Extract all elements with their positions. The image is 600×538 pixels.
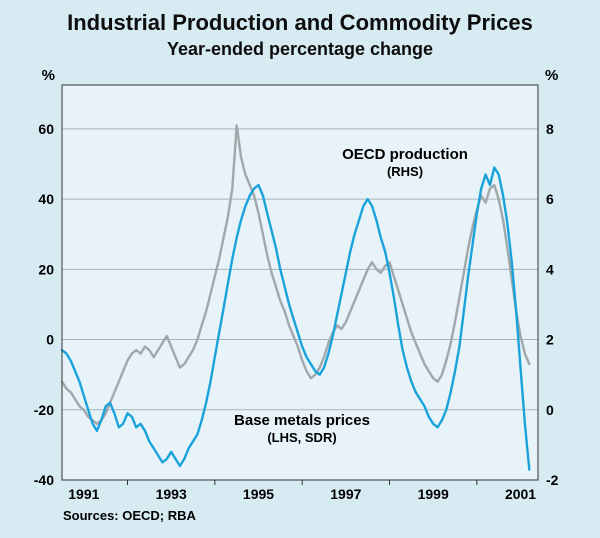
x-axis-ticks <box>127 480 478 485</box>
right-tick-label: 6 <box>546 191 554 207</box>
series-lines <box>60 124 531 471</box>
left-tick-label: -20 <box>34 402 54 418</box>
right-tick-label: 0 <box>546 402 554 418</box>
x-tick-label: 2001 <box>505 486 536 502</box>
plot-background <box>62 85 538 480</box>
x-tick-label: 1995 <box>243 486 274 502</box>
source-note: Sources: OECD; RBA <box>63 508 197 523</box>
left-tick-label: 60 <box>38 121 54 137</box>
left-axis-unit: % <box>42 67 55 84</box>
right-tick-label: 4 <box>546 261 554 277</box>
annotation-oecd-production: OECD production <box>342 146 468 163</box>
right-tick-label: 2 <box>546 332 554 348</box>
series-line-oecd-production <box>60 124 531 425</box>
chart-title: Industrial Production and Commodity Pric… <box>67 10 533 35</box>
left-tick-label: 40 <box>38 191 54 207</box>
x-tick-label: 1999 <box>418 486 449 502</box>
right-tick-label: -2 <box>546 472 559 488</box>
chart-subtitle: Year-ended percentage change <box>166 39 434 59</box>
annotation-oecd-production-sub: (RHS) <box>387 164 423 179</box>
x-tick-label: 1991 <box>68 486 99 502</box>
series-line-base-metals-prices <box>60 166 531 471</box>
right-tick-label: 8 <box>546 121 554 137</box>
right-axis-unit: % <box>545 67 558 84</box>
x-tick-label: 1997 <box>330 486 361 502</box>
annotation-base-metals-sub: (LHS, SDR) <box>267 430 336 445</box>
left-tick-label: -40 <box>34 472 54 488</box>
annotation-base-metals: Base metals prices <box>234 412 370 429</box>
plot-frame <box>61 84 539 481</box>
left-tick-label: 0 <box>46 332 54 348</box>
left-tick-label: 20 <box>38 261 54 277</box>
x-tick-label: 1993 <box>156 486 187 502</box>
